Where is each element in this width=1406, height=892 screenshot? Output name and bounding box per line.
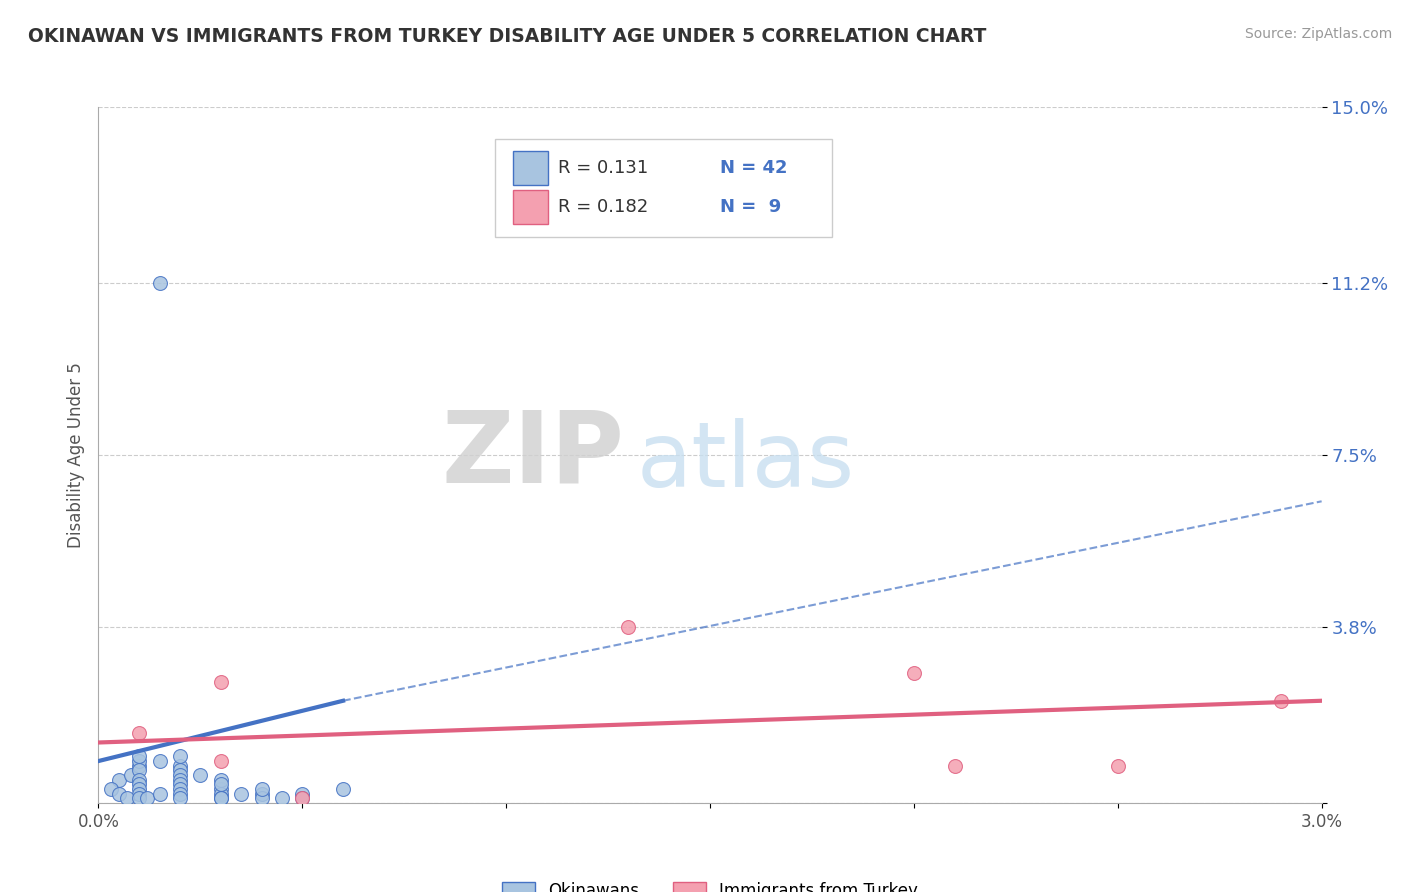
Point (100, 781, 122, 796)
Y-axis label: Disability Age Under 5: Disability Age Under 5 (66, 362, 84, 548)
Point (209, 791, 232, 805)
Point (120, 768, 142, 782)
Point (128, 787, 150, 801)
Point (209, 787, 232, 801)
Point (169, 758, 191, 772)
Text: Source: ZipAtlas.com: Source: ZipAtlas.com (1244, 27, 1392, 41)
Point (169, 772, 191, 787)
Text: N = 42: N = 42 (720, 159, 787, 177)
Point (332, 781, 354, 796)
Point (209, 675, 232, 690)
Point (250, 781, 273, 796)
Point (291, 791, 314, 805)
Legend: Okinawans, Immigrants from Turkey: Okinawans, Immigrants from Turkey (494, 874, 927, 892)
Point (128, 749, 150, 764)
Point (108, 772, 131, 787)
Point (169, 791, 191, 805)
Point (115, 791, 138, 805)
Point (149, 277, 172, 291)
Text: R = 0.182: R = 0.182 (558, 198, 648, 216)
Point (169, 777, 191, 791)
Point (1270, 694, 1292, 708)
Point (903, 665, 925, 680)
Point (209, 781, 232, 796)
Point (209, 754, 232, 768)
Point (136, 791, 159, 805)
Point (943, 758, 966, 772)
Point (128, 726, 150, 740)
Point (250, 791, 273, 805)
Point (149, 787, 172, 801)
Point (169, 787, 191, 801)
Point (128, 777, 150, 791)
Text: OKINAWAN VS IMMIGRANTS FROM TURKEY DISABILITY AGE UNDER 5 CORRELATION CHART: OKINAWAN VS IMMIGRANTS FROM TURKEY DISAB… (28, 27, 987, 45)
Text: ZIP: ZIP (441, 407, 624, 503)
Point (149, 754, 172, 768)
Point (128, 758, 150, 772)
Point (617, 619, 640, 633)
Point (231, 787, 253, 801)
Point (188, 768, 212, 782)
Point (128, 781, 150, 796)
Point (108, 787, 131, 801)
Point (128, 754, 150, 768)
Text: N =  9: N = 9 (720, 198, 782, 216)
Point (291, 791, 314, 805)
Point (250, 787, 273, 801)
Point (169, 781, 191, 796)
Point (128, 772, 150, 787)
Point (169, 768, 191, 782)
Point (209, 791, 232, 805)
Point (209, 772, 232, 787)
Point (291, 787, 314, 801)
Text: atlas: atlas (637, 417, 855, 506)
Point (128, 791, 150, 805)
Point (1107, 758, 1129, 772)
Text: R = 0.131: R = 0.131 (558, 159, 648, 177)
Point (169, 749, 191, 764)
Point (270, 791, 292, 805)
Point (209, 777, 232, 791)
Point (128, 764, 150, 778)
Point (169, 764, 191, 778)
